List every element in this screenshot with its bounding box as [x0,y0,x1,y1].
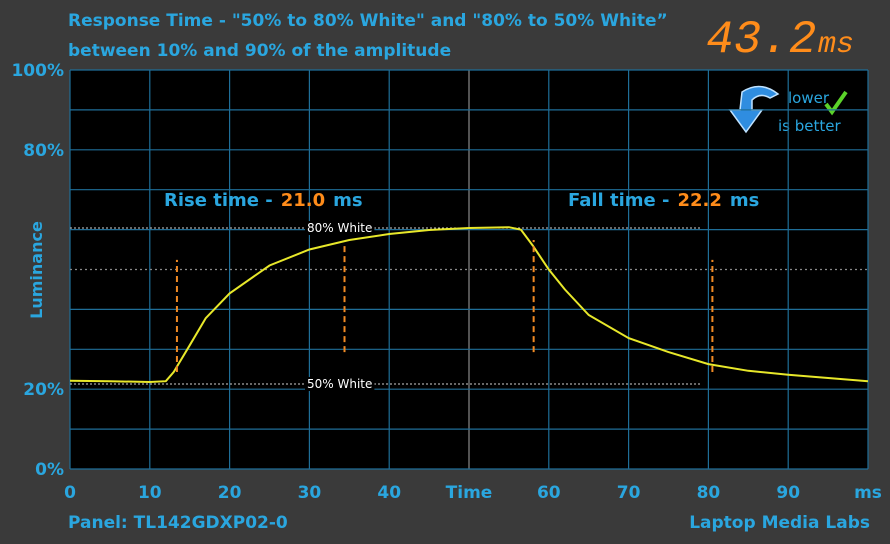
annotation-unit: ms [730,190,759,211]
data-line [69,226,869,384]
label-bg [305,377,375,392]
x-tick-label: ms [854,483,882,503]
x-tick-label: 80 [697,483,721,503]
x-tick-label: 90 [776,483,800,503]
y-tick-label: 100% [11,61,64,81]
x-tick-label: Time [446,483,493,503]
footer-right: Laptop Media Labs [689,513,870,533]
label-bg [305,221,375,236]
annotation-value: 21.0 [281,190,325,211]
reference-label: 50% White [307,377,372,391]
display-value: 43.2 [706,14,816,66]
check-icon [824,90,848,116]
x-tick-label: 70 [617,483,641,503]
annotation-value: 22.2 [677,190,721,211]
x-tick-label: 10 [138,483,162,503]
y-tick-label: 0% [35,460,64,480]
x-tick-label: 40 [377,483,401,503]
annotation-label: Fall time - [568,190,669,211]
annotation: Rise time - 21.0 ms [164,190,363,211]
x-tick-label: 20 [218,483,242,503]
chart-title: Response Time - "50% to 80% White" and "… [68,11,668,31]
badge: lower is better [728,85,848,135]
y-tick-label: 20% [23,380,64,400]
y-axis-label: Luminance [27,221,46,319]
annotation-unit: ms [333,190,362,211]
x-tick-label: 30 [298,483,322,503]
annotation: Fall time - 22.2 ms [568,190,759,211]
y-tick-label: 80% [23,141,64,161]
badge-text: is better [778,117,841,135]
x-tick-label: 0 [64,483,76,503]
x-tick-label: 60 [537,483,561,503]
badge-text: lower [788,89,830,107]
annotation-label: Rise time - [164,190,273,211]
footer-left: Panel: TL142GDXP02-0 [68,513,288,533]
display-unit: ms [818,28,854,62]
chart-title: between 10% and 90% of the amplitude [68,41,451,61]
reference-label: 80% White [307,221,372,235]
